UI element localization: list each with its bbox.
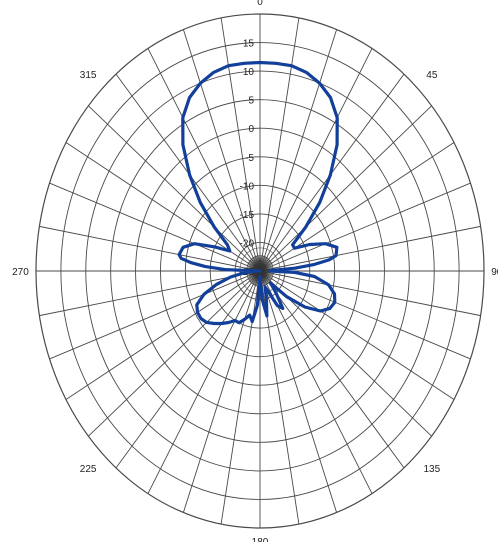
angle-tick-label: 45 [426,70,438,81]
radial-tick-label: -20 [240,238,255,249]
grid-spoke [182,270,261,513]
grid-spoke [147,270,261,494]
angle-tick-label: 270 [12,267,29,278]
angle-tick-label: 180 [252,537,269,542]
grid-spoke [220,17,261,272]
grid-spoke [259,270,455,400]
angle-tick-label: 90 [491,267,498,278]
radial-tick-label: 0 [248,124,254,135]
grid-spoke [49,182,261,272]
series-layer [177,60,339,326]
grid-spoke [259,29,338,272]
angle-tick-label: 135 [424,464,441,475]
radial-tick-label: 10 [243,67,255,78]
grid-spoke [259,17,300,272]
grid-spoke [49,270,261,360]
grid-spoke [259,270,481,317]
grid-spoke [259,48,373,272]
grid-spoke [182,29,261,272]
grid-spoke [147,48,261,272]
radial-tick-label: -10 [240,181,255,192]
radial-tick-label: 15 [243,39,255,50]
grid-spoke [65,270,261,400]
grid-spoke [39,225,261,272]
grid-spoke [115,270,261,469]
grid-spoke [88,105,261,272]
grid-spoke [39,270,261,317]
polar-grid [35,13,485,529]
grid-spoke [259,270,405,469]
grid-spoke [88,270,261,437]
grid-spoke [259,142,455,272]
radial-tick-label: 5 [248,96,254,107]
grid-spoke [259,270,471,360]
radial-tick-label: -5 [245,153,254,164]
grid-spoke [259,270,338,513]
angle-tick-label: 0 [257,0,263,8]
radial-tick-label: -15 [240,210,255,221]
grid-spoke [259,182,471,272]
pattern-series-line [177,60,339,326]
grid-spoke [259,225,481,272]
grid-hub-spoke [258,255,261,272]
grid-spoke [259,270,373,494]
grid-spoke [259,105,432,272]
angle-tick-label: 315 [80,70,97,81]
angle-tick-label: 225 [80,464,97,475]
angle-tick-labels: 0 45 90 135 180 225 270 315 [12,0,498,542]
